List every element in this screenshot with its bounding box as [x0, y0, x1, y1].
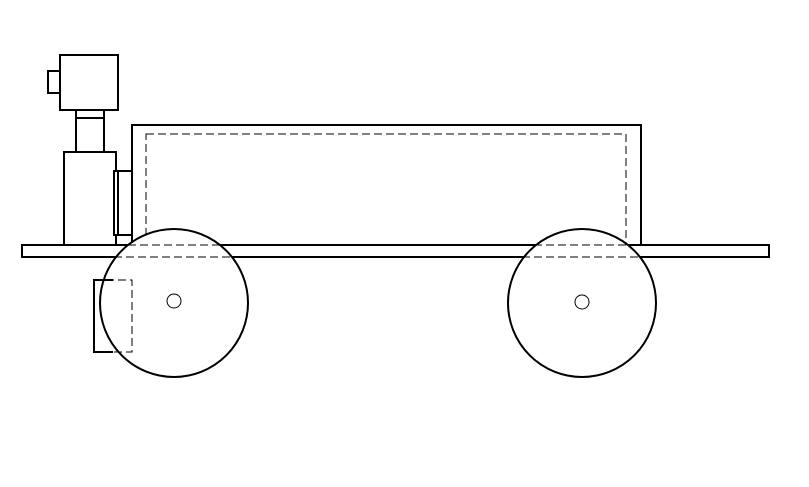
chassis-hidden-lines [102, 244, 654, 258]
mast-pole [75, 109, 105, 153]
camera-lens [47, 70, 61, 94]
motor-housing [93, 279, 133, 353]
front-wheel [99, 228, 249, 378]
front-wheel-hub [166, 293, 182, 309]
camera-head [47, 54, 119, 111]
rear-wheel-hub [574, 294, 590, 310]
rear-wheel [507, 228, 657, 378]
mount-bracket [113, 170, 133, 236]
mast-base [63, 151, 117, 246]
camera-body [59, 54, 119, 111]
motor-housing-hidden [93, 279, 133, 353]
camera-mast [63, 109, 117, 246]
battery-box [131, 124, 642, 246]
